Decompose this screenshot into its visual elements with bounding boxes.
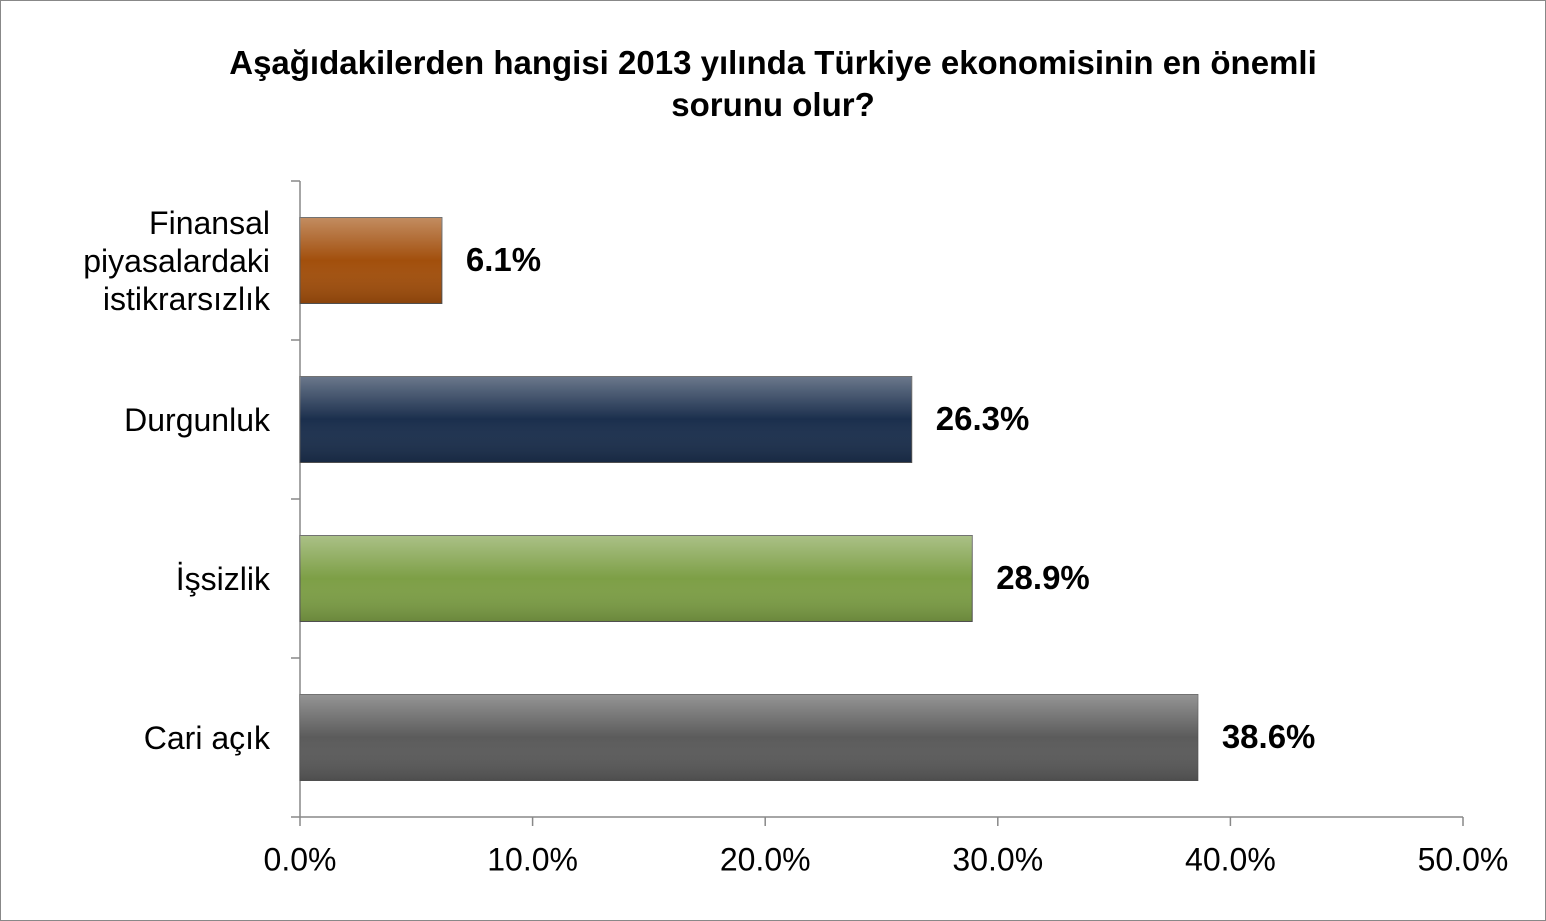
x-tick-label: 40.0% bbox=[1185, 841, 1276, 877]
bar-shine bbox=[300, 376, 912, 463]
bar-shine bbox=[300, 535, 973, 622]
x-tick-label: 30.0% bbox=[952, 841, 1043, 877]
value-label: 38.6% bbox=[1222, 718, 1316, 755]
bar-shine bbox=[300, 694, 1198, 781]
y-tick-label: İşsizlik bbox=[175, 560, 270, 597]
y-tick-label: Durgunluk bbox=[124, 401, 270, 438]
x-tick-label: 10.0% bbox=[487, 841, 578, 877]
value-label: 6.1% bbox=[466, 241, 541, 278]
value-label: 26.3% bbox=[936, 400, 1030, 437]
bar-shine bbox=[300, 217, 442, 304]
x-tick-label: 50.0% bbox=[1418, 841, 1509, 877]
x-tick-label: 0.0% bbox=[264, 841, 337, 877]
y-tick-label: Finansal piyasalardaki istikrarsızlık bbox=[83, 204, 270, 317]
chart-title: Aşağıdakilerden hangisi 2013 yılında Tür… bbox=[229, 44, 1317, 123]
y-tick-label: Cari açık bbox=[143, 719, 270, 756]
value-label: 28.9% bbox=[996, 559, 1090, 596]
x-tick-label: 20.0% bbox=[720, 841, 811, 877]
